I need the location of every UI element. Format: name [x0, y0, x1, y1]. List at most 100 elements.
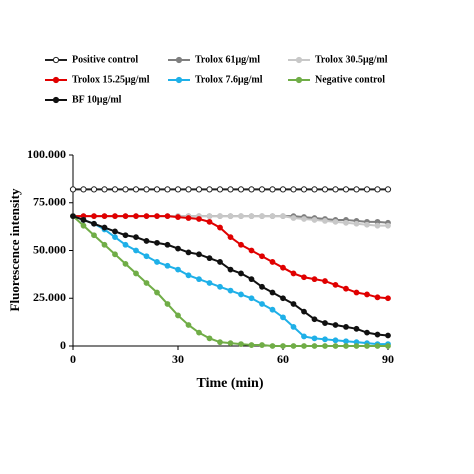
- data-point: [111, 186, 119, 193]
- data-point: [175, 266, 181, 273]
- x-tick-label: 30: [172, 352, 184, 366]
- data-point: [196, 276, 202, 283]
- data-point: [217, 339, 223, 346]
- data-point: [353, 186, 360, 193]
- data-point: [80, 217, 87, 223]
- legend-marker: [295, 76, 303, 84]
- data-point: [248, 295, 255, 302]
- data-point: [206, 186, 213, 193]
- data-point: [332, 337, 339, 344]
- data-point: [195, 186, 203, 193]
- legend-label: Trolox 7.6μg/ml: [195, 74, 263, 85]
- data-point: [332, 343, 339, 349]
- data-point: [122, 186, 129, 193]
- data-point: [280, 295, 286, 302]
- data-point: [238, 341, 244, 347]
- x-tick-label: 90: [382, 352, 394, 366]
- y-tick-label: 25.000: [33, 290, 66, 304]
- data-point: [311, 276, 318, 283]
- legend-label: Trolox 61μg/ml: [195, 54, 260, 65]
- data-point: [353, 343, 360, 349]
- data-point: [153, 186, 161, 193]
- legend-marker: [52, 56, 60, 64]
- x-tick-label: 0: [70, 352, 76, 366]
- data-point: [112, 234, 118, 241]
- data-point: [217, 213, 223, 220]
- data-point: [385, 222, 391, 229]
- data-point: [353, 325, 360, 332]
- data-point: [80, 186, 87, 193]
- data-point: [185, 322, 192, 328]
- data-point: [164, 262, 171, 269]
- data-point: [164, 241, 171, 248]
- y-tick-label: 100.000: [27, 147, 66, 161]
- data-point: [248, 342, 255, 348]
- data-point: [164, 301, 171, 307]
- data-point: [154, 239, 160, 246]
- data-point: [290, 343, 297, 349]
- data-point: [259, 301, 265, 307]
- data-point: [280, 343, 286, 349]
- data-point: [143, 253, 150, 260]
- data-point: [311, 335, 318, 342]
- data-point: [259, 342, 265, 348]
- data-point: [101, 186, 108, 193]
- data-point: [311, 217, 318, 223]
- data-point: [227, 234, 234, 241]
- data-point: [322, 217, 328, 224]
- data-point: [227, 287, 234, 294]
- data-point: [321, 186, 329, 193]
- data-point: [290, 215, 297, 221]
- data-point: [154, 213, 160, 220]
- data-point: [374, 343, 381, 349]
- data-point: [133, 247, 139, 254]
- data-point: [101, 213, 108, 220]
- data-point: [385, 295, 391, 302]
- data-point: [185, 215, 192, 221]
- data-point: [343, 219, 349, 226]
- data-point: [269, 213, 276, 220]
- data-point: [353, 220, 360, 227]
- data-point: [122, 241, 129, 248]
- data-point: [70, 213, 76, 220]
- data-point: [175, 312, 181, 319]
- data-point: [122, 260, 129, 267]
- data-point: [185, 272, 192, 279]
- data-point: [238, 291, 244, 298]
- x-tick-label: 60: [277, 352, 289, 366]
- data-point: [112, 213, 118, 220]
- data-point: [279, 186, 287, 193]
- data-point: [322, 278, 328, 284]
- data-point: [248, 186, 255, 193]
- data-point: [143, 238, 150, 244]
- y-tick-label: 75.000: [33, 195, 66, 209]
- data-point: [227, 213, 234, 220]
- data-point: [238, 270, 244, 277]
- data-point: [227, 266, 234, 273]
- data-point: [133, 270, 139, 277]
- data-point: [332, 322, 339, 328]
- y-tick-label: 50.000: [33, 242, 66, 256]
- legend-marker: [175, 56, 183, 64]
- data-point: [322, 336, 328, 343]
- data-point: [206, 280, 213, 286]
- data-point: [164, 213, 171, 220]
- data-point: [385, 332, 391, 339]
- data-point: [300, 186, 308, 193]
- data-point: [248, 247, 255, 254]
- x-axis-label: Time (min): [196, 376, 263, 391]
- data-point: [364, 343, 370, 349]
- data-point: [259, 283, 265, 290]
- data-point: [154, 289, 160, 296]
- data-point: [237, 186, 245, 193]
- data-point: [238, 213, 244, 220]
- data-point: [196, 251, 202, 258]
- data-point: [259, 213, 265, 220]
- data-point: [133, 213, 139, 220]
- data-point: [290, 301, 297, 307]
- legend-label: Positive control: [72, 54, 138, 65]
- data-point: [322, 343, 328, 349]
- y-axis-label: Fluorescence intensity: [7, 188, 22, 311]
- y-tick-label: 0: [60, 338, 66, 352]
